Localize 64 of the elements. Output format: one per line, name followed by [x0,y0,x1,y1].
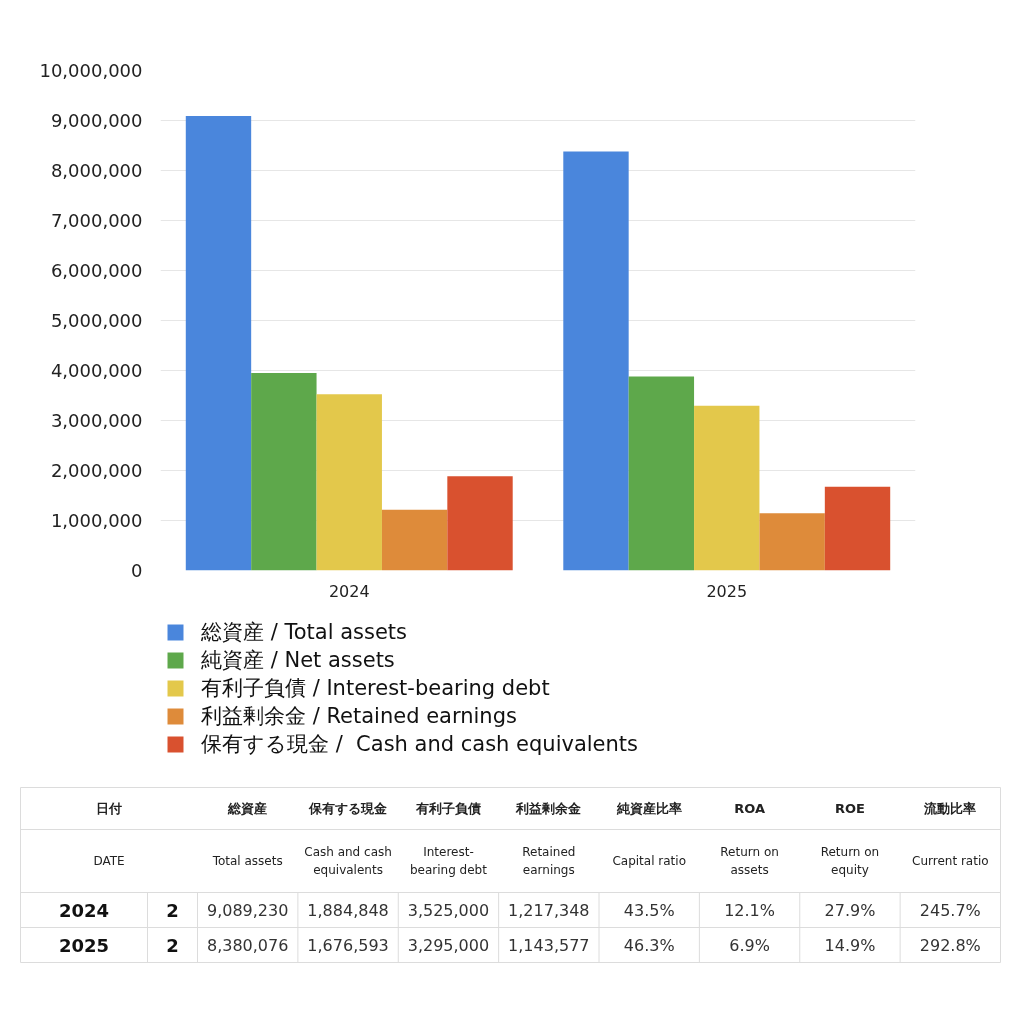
y-tick-label: 1,000,000 [50,510,143,531]
text: Return on assets [720,845,779,877]
y-tick-label: 5,000,000 [50,310,143,331]
bar [628,376,695,571]
text: Capital ratio [612,854,686,868]
y-tick-label: 0 [131,560,143,581]
text: 3,525,000 [407,901,490,920]
legend-label: 保有する現金 / Cash and cash equivalents [201,731,639,758]
text: 46.3% [623,935,675,955]
legend-label: 有利子負債 / Interest-bearing debt [201,675,550,702]
bar [251,373,317,571]
text: 流動比率 [924,801,977,816]
y-tick-label: 2,000,000 [50,460,143,481]
bar [563,151,629,571]
text: 日付 [96,801,122,816]
text: Retained earnings [522,845,576,877]
legend-label: 総資産 / Total assets [201,619,407,646]
text: 総資産 [228,801,268,816]
bar [759,513,825,571]
text: Interest-bearing debt [409,845,487,877]
text: 3,295,000 [407,936,490,955]
text: 27.9% [824,900,876,920]
y-tick-label: 7,000,000 [50,210,143,231]
text: 純資産比率 [616,801,682,816]
legend-label: 純資産 / Net assets [201,647,395,674]
text: 12.1% [724,900,775,920]
text: ROE [834,801,865,816]
text: 8,380,076 [206,936,289,955]
text: DATE [93,854,125,868]
text: 2 [166,899,179,921]
y-tick-label: 6,000,000 [50,260,143,281]
y-tick-label: 8,000,000 [50,160,143,181]
bar [447,476,513,571]
text: 2025 [58,934,110,956]
y-tick-label: 10,000,000 [39,60,143,81]
text: ROA [734,801,765,816]
text: 245.7% [919,900,981,920]
bar [381,509,448,571]
text: 1,143,577 [508,936,590,955]
text: Current ratio [912,854,989,868]
text: 有利子負債 [415,801,481,816]
text: 14.9% [824,935,876,955]
text: 1,217,348 [508,901,590,920]
text: Total assets [212,854,283,868]
text: 保有する現金 [309,801,388,816]
y-tick-label: 4,000,000 [50,360,143,381]
text: 2 [166,934,179,956]
legend-label: 利益剰余金 / Retained earnings [201,703,517,730]
text: 利益剰余金 [516,801,582,816]
bar [316,394,382,571]
text: 6.9% [729,935,770,955]
text: 43.5% [623,900,675,920]
text: 2024 [58,899,110,921]
text: 9,089,230 [206,901,289,920]
bar [185,116,252,571]
bar [824,486,891,571]
text: Return on equity [820,845,880,877]
y-tick-label: 3,000,000 [50,410,143,431]
text: 1,676,593 [307,936,389,955]
text: 1,884,848 [307,901,389,920]
y-tick-label: 9,000,000 [50,110,143,131]
text: Cash and cash equivalents [304,845,392,877]
bar [694,405,760,571]
text: 292.8% [919,935,981,955]
